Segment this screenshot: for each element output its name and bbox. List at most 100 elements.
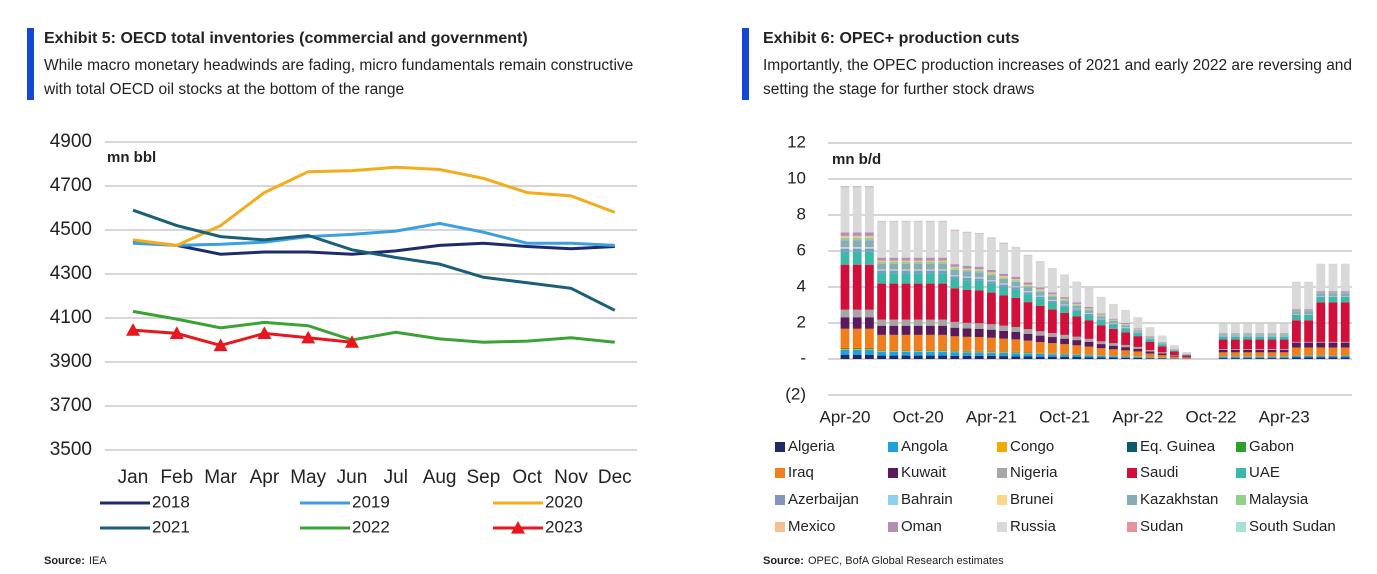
legend-swatch	[1236, 522, 1246, 532]
bar-segment	[1255, 358, 1265, 359]
bar-segment	[1096, 316, 1106, 319]
bar-segment	[1072, 303, 1082, 305]
bar-segment	[1096, 344, 1106, 349]
bar-segment	[1157, 352, 1167, 354]
bar-segment	[1035, 261, 1045, 288]
bar-segment	[1316, 302, 1326, 342]
bar-segment	[1084, 313, 1094, 314]
bar-segment	[1157, 346, 1167, 353]
bar-segment	[999, 273, 1008, 277]
legend-label: 2023	[545, 517, 583, 536]
bar-segment	[938, 257, 947, 261]
bar-segment	[1340, 347, 1350, 356]
bar-segment	[1255, 336, 1265, 337]
bar-segment	[1328, 341, 1338, 343]
bar-segment	[1121, 310, 1130, 323]
bar-segment	[926, 261, 935, 264]
bar-segment	[1121, 323, 1130, 325]
bar-segment	[840, 232, 850, 236]
bar-segment	[987, 273, 996, 276]
bar-segment	[1011, 279, 1021, 281]
bar-segment	[901, 260, 911, 262]
bar-segment	[1048, 333, 1057, 338]
bar-segment	[852, 347, 862, 349]
bar-segment	[1133, 348, 1143, 352]
bar-segment	[1243, 323, 1252, 334]
x-tick-label: Apr-21	[966, 407, 1017, 426]
bar-segment	[1340, 293, 1350, 296]
bar-segment	[1292, 310, 1301, 312]
bar-segment	[938, 334, 947, 351]
bar-segment	[1084, 306, 1094, 309]
bar-segment	[974, 352, 984, 356]
bar-segment	[1255, 349, 1265, 350]
legend-label: Bahrain	[901, 491, 953, 508]
bar-segment	[938, 273, 947, 284]
legend-label: Iraq	[788, 464, 814, 481]
bar-segment	[1096, 315, 1106, 317]
bar-segment	[974, 328, 984, 338]
bar-segment	[926, 270, 935, 274]
bar-segment	[938, 260, 947, 262]
legend-swatch	[1236, 495, 1246, 505]
bar-segment	[1023, 285, 1033, 288]
bar-segment	[865, 328, 874, 348]
bar-segment	[1231, 334, 1240, 336]
bar-segment	[999, 278, 1008, 284]
bar-segment	[901, 221, 911, 258]
bar-segment	[1316, 296, 1326, 303]
legend-label: Saudi	[1140, 464, 1178, 481]
bar-segment	[852, 348, 862, 350]
unit-label: mn b/d	[832, 151, 881, 168]
bar-segment	[1218, 336, 1228, 340]
bar-segment	[1096, 348, 1106, 356]
bar-segment	[1072, 309, 1082, 311]
bar-segment	[901, 355, 911, 359]
bar-segment	[1048, 300, 1057, 303]
bar-segment	[1157, 357, 1167, 359]
y-tick-label: 4	[797, 276, 806, 295]
bar-segment	[1316, 293, 1326, 296]
bar-segment	[1267, 349, 1277, 350]
bar-segment	[1145, 350, 1155, 352]
bar-segment	[1084, 308, 1094, 310]
bar-segment	[913, 270, 923, 274]
legend-label: Oman	[901, 518, 942, 535]
bar-segment	[1243, 349, 1252, 353]
bar-segment	[926, 221, 935, 222]
bar-segment	[974, 266, 984, 270]
bar-segment	[852, 350, 862, 355]
bar-segment	[1084, 346, 1094, 355]
bar-segment	[926, 350, 935, 352]
bar-segment	[889, 270, 899, 274]
source-text: IEA	[88, 555, 107, 567]
bar-segment	[962, 265, 972, 269]
source: Source: IEA	[44, 555, 107, 567]
bar-segment	[1328, 347, 1338, 356]
bar-segment	[1109, 343, 1118, 346]
bar-segment	[962, 232, 972, 266]
bar-segment	[950, 351, 960, 353]
bar-segment	[1133, 357, 1143, 359]
accent-bar	[742, 28, 749, 100]
bar-segment	[1231, 336, 1240, 337]
y-tick-label: 6	[797, 240, 806, 259]
bar-segment	[974, 272, 984, 278]
bar-segment	[865, 248, 874, 252]
bar-segment	[1084, 355, 1094, 358]
bar-segment	[962, 268, 972, 270]
bar-segment	[999, 295, 1008, 326]
bar-segment	[1109, 321, 1118, 324]
bar-segment	[1072, 340, 1082, 346]
bar-segment	[1133, 317, 1143, 329]
bar-segment	[1060, 344, 1069, 354]
bar-segment	[901, 257, 911, 261]
bar-segment	[999, 243, 1008, 274]
bar-segment	[1060, 353, 1069, 355]
y-tick-label: (2)	[785, 384, 806, 403]
bar-segment	[1292, 342, 1301, 348]
bar-segment	[1218, 349, 1228, 353]
bar-segment	[852, 247, 862, 248]
bar-segment	[840, 328, 850, 348]
